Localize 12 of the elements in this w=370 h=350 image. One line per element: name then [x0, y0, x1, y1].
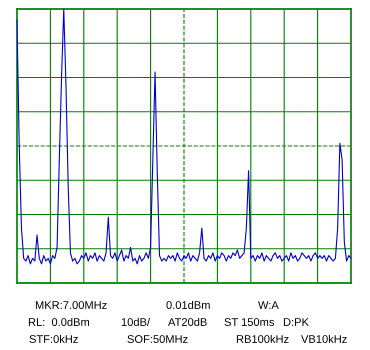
text: 0.01dBm [166, 300, 210, 309]
text: D:PK [284, 318, 309, 326]
text: RL: 0.0dBm [28, 318, 90, 326]
text: W:A [258, 301, 279, 309]
text: VB10kHz [301, 334, 347, 343]
text: 10dB/ [122, 318, 150, 326]
text: AT20dB [168, 318, 207, 326]
text: ST 150ms [224, 318, 274, 326]
text: SOF:50MHz [128, 335, 188, 343]
text: MKR:7.00MHz [36, 301, 107, 309]
text: STF:0kHz [30, 334, 78, 343]
text: RB100kHz [236, 334, 289, 343]
